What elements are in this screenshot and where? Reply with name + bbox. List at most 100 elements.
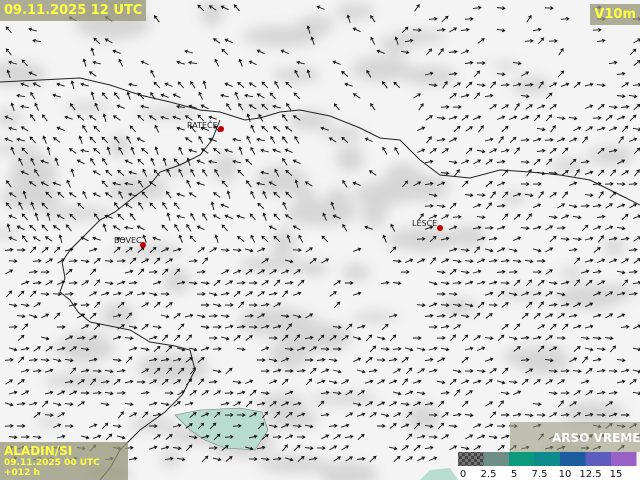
wind-arrow: [77, 401, 85, 407]
wind-arrow: [148, 424, 158, 428]
wind-arrow: [364, 137, 373, 143]
wind-arrow: [153, 15, 160, 23]
wind-arrow: [476, 280, 486, 285]
wind-arrow: [632, 347, 640, 352]
wind-arrow: [400, 402, 410, 407]
wind-arrow: [128, 346, 138, 351]
wind-arrow: [93, 125, 101, 133]
wind-arrow: [429, 302, 438, 308]
wind-arrow: [345, 323, 353, 331]
wind-arrow: [500, 434, 510, 439]
wind-arrow: [484, 336, 494, 341]
wind-arrow: [148, 270, 158, 274]
wind-arrow: [208, 292, 218, 297]
wind-arrow: [282, 201, 287, 210]
wind-arrow: [34, 212, 39, 221]
wind-arrow: [573, 257, 581, 265]
border: [0, 77, 640, 206]
wind-arrow: [20, 368, 30, 373]
wind-arrow: [453, 82, 462, 88]
wind-arrow: [269, 379, 278, 384]
wind-arrow: [208, 159, 217, 164]
ridge: [288, 110, 333, 131]
wind-arrow: [585, 279, 593, 286]
wind-arrow: [44, 236, 53, 242]
wind-arrow: [333, 280, 342, 286]
wind-arrow: [105, 433, 113, 441]
wind-arrow: [526, 14, 532, 23]
wind-arrow: [548, 391, 558, 396]
wind-arrow: [620, 413, 630, 417]
wind-arrow: [304, 446, 314, 451]
wind-arrow: [633, 38, 640, 44]
wind-arrow: [236, 280, 246, 285]
wind-arrow: [261, 235, 269, 243]
wind-arrow: [237, 169, 245, 177]
wind-arrow: [394, 36, 399, 45]
wind-arrow: [537, 324, 546, 330]
ridge: [136, 108, 202, 120]
wind-arrow: [176, 192, 185, 197]
ridge: [212, 152, 238, 184]
wind-arrow: [41, 400, 49, 408]
wind-arrow: [112, 181, 121, 186]
wind-arrow: [304, 181, 313, 187]
wind-arrow: [196, 225, 205, 231]
wind-arrow: [501, 302, 509, 308]
wind-arrow: [28, 401, 38, 406]
wind-arrow: [281, 269, 290, 274]
wind-arrow: [429, 456, 438, 461]
wind-arrow: [329, 445, 338, 451]
wind-arrow: [472, 5, 482, 10]
wind-arrow: [225, 367, 233, 375]
wind-arrow: [392, 346, 402, 351]
wind-arrow: [544, 137, 554, 142]
wind-arrow: [366, 69, 372, 78]
wind-arrow: [212, 457, 222, 462]
wind-arrow: [341, 136, 349, 143]
wind-arrow: [90, 91, 95, 101]
wind-arrow: [281, 114, 288, 122]
wind-arrow: [401, 357, 409, 363]
wind-arrow: [424, 313, 434, 318]
wind-arrow: [309, 257, 317, 264]
wind-arrow: [201, 455, 209, 463]
wind-arrow: [113, 378, 121, 385]
wind-arrow: [609, 126, 618, 131]
wind-arrow: [21, 390, 30, 396]
wind-arrow: [57, 280, 66, 286]
wind-arrow: [616, 71, 626, 76]
wind-arrow: [93, 37, 101, 45]
wind-arrow: [262, 212, 267, 221]
wind-arrow: [412, 379, 422, 384]
wind-arrow: [424, 357, 434, 362]
wind-arrow: [165, 345, 173, 353]
wind-arrow: [544, 6, 554, 10]
wind-arrow: [30, 157, 36, 166]
wind-arrow: [593, 291, 602, 297]
wind-arrow: [616, 182, 626, 186]
wind-arrow: [548, 215, 558, 220]
wind-arrow: [248, 325, 258, 329]
wind-arrow: [173, 379, 182, 385]
wind-arrow: [282, 444, 288, 452]
ridge: [162, 268, 191, 294]
wind-arrow: [160, 402, 170, 407]
wind-arrow: [428, 435, 438, 439]
wind-arrow: [8, 259, 18, 263]
wind-arrow: [537, 301, 545, 309]
wind-arrow: [558, 47, 564, 56]
wind-arrow: [21, 59, 28, 67]
wind-arrow: [440, 303, 450, 308]
wind-arrow: [10, 146, 15, 155]
wind-arrow: [178, 146, 183, 155]
wind-arrow: [473, 445, 482, 451]
legend-swatch: [585, 452, 611, 466]
wind-arrow: [520, 137, 530, 142]
wind-arrow: [538, 190, 544, 199]
wind-arrow: [500, 148, 510, 153]
place-label: RATEČE: [187, 119, 218, 130]
ridge: [264, 409, 312, 420]
wind-arrow: [160, 115, 169, 120]
wind-arrow: [209, 422, 217, 430]
